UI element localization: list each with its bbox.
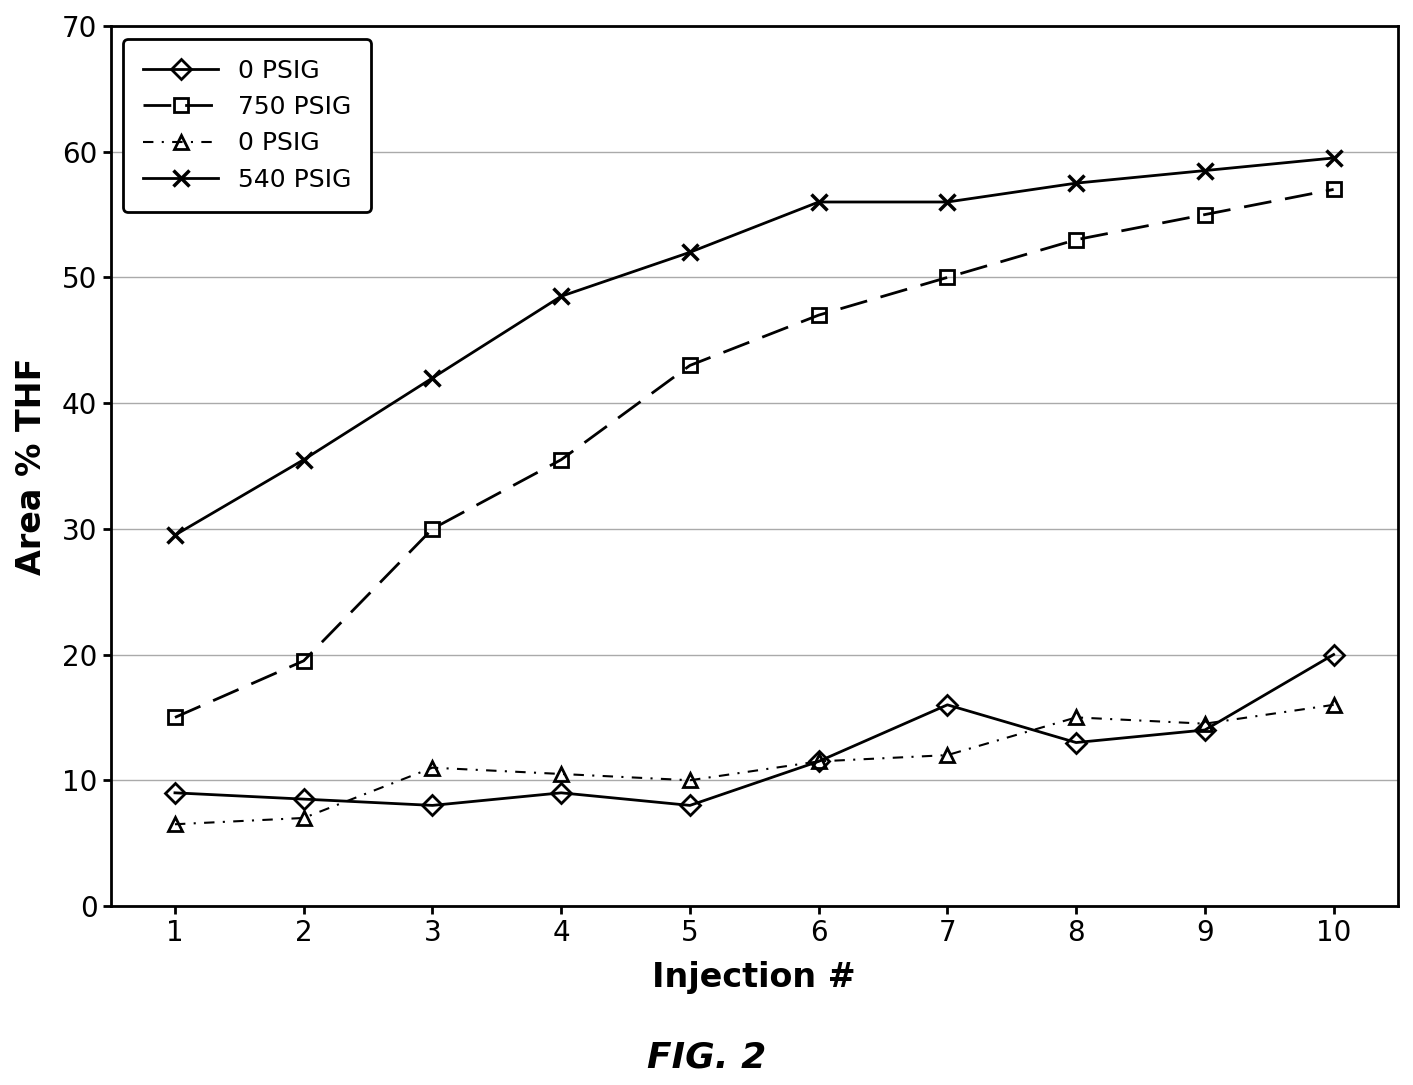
750 PSIG <box>1068 233 1085 246</box>
540 PSIG <box>552 290 569 303</box>
Line: 0 PSIG: 0 PSIG <box>168 648 1341 813</box>
0 PSIG <box>681 799 698 812</box>
0 PSIG <box>938 749 955 762</box>
750 PSIG <box>938 271 955 284</box>
750 PSIG <box>295 654 312 667</box>
0 PSIG <box>167 818 184 831</box>
Y-axis label: Area % THF: Area % THF <box>16 357 48 575</box>
0 PSIG <box>424 799 441 812</box>
540 PSIG <box>1325 152 1342 165</box>
540 PSIG <box>681 246 698 259</box>
0 PSIG <box>295 812 312 825</box>
Line: 540 PSIG: 540 PSIG <box>167 150 1342 544</box>
540 PSIG <box>1197 164 1214 177</box>
0 PSIG <box>1325 648 1342 661</box>
750 PSIG <box>552 454 569 467</box>
540 PSIG <box>295 454 312 467</box>
0 PSIG <box>295 793 312 806</box>
750 PSIG <box>681 359 698 372</box>
0 PSIG <box>681 774 698 787</box>
750 PSIG <box>424 522 441 535</box>
750 PSIG <box>1325 183 1342 196</box>
540 PSIG <box>938 195 955 208</box>
750 PSIG <box>167 711 184 724</box>
0 PSIG <box>1197 724 1214 737</box>
0 PSIG <box>1325 699 1342 712</box>
0 PSIG <box>1068 711 1085 724</box>
0 PSIG <box>167 787 184 800</box>
540 PSIG <box>167 528 184 541</box>
Line: 0 PSIG: 0 PSIG <box>168 698 1341 831</box>
0 PSIG <box>938 699 955 712</box>
540 PSIG <box>424 371 441 384</box>
0 PSIG <box>552 787 569 800</box>
0 PSIG <box>810 755 827 768</box>
0 PSIG <box>552 767 569 780</box>
Legend: 0 PSIG, 750 PSIG, 0 PSIG, 540 PSIG: 0 PSIG, 750 PSIG, 0 PSIG, 540 PSIG <box>123 38 372 212</box>
X-axis label: Injection #: Injection # <box>653 961 856 994</box>
Line: 750 PSIG: 750 PSIG <box>168 182 1341 725</box>
Text: FIG. 2: FIG. 2 <box>647 1041 766 1074</box>
0 PSIG <box>1068 736 1085 749</box>
0 PSIG <box>810 755 827 768</box>
0 PSIG <box>424 762 441 775</box>
540 PSIG <box>810 195 827 208</box>
750 PSIG <box>810 308 827 321</box>
540 PSIG <box>1068 177 1085 190</box>
750 PSIG <box>1197 208 1214 221</box>
0 PSIG <box>1197 717 1214 730</box>
